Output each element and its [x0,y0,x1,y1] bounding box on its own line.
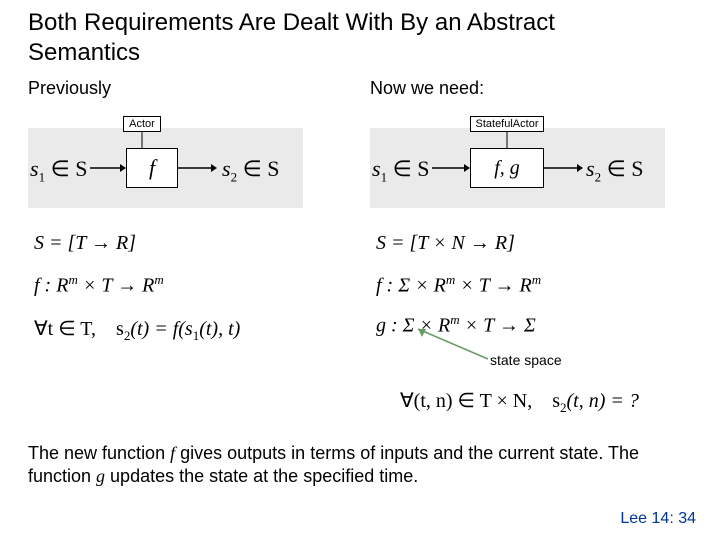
state-space-arrow [410,325,500,365]
eq-right-S: S = [T × N → R] [376,232,515,255]
eq-left-forall: ∀t ∈ T, s2(t) = f(s1(t), t) [34,316,240,344]
eq-left-f-sup1: m [68,272,77,287]
actor-box-left: f [126,148,178,188]
s2-set-right: ∈ S [601,156,643,181]
eq-right-S-text: S = [T × N → R] [376,232,515,254]
desc-3: updates the state at the specified time. [105,466,418,486]
eq-left-f: f : Rm × T → Rm [34,272,164,298]
desc-fn-g: g [96,466,105,486]
actor-label-right: StatefulActor [470,116,544,132]
label-now: Now we need: [370,78,484,99]
label-previously: Previously [28,78,111,99]
connector-right [506,131,508,149]
description: The new function f gives outputs in term… [28,442,688,489]
eq-right-f-1: f : Σ × R [376,275,446,297]
arrow-in-right [432,162,470,174]
eq-left-f-1: f : R [34,275,68,297]
eq-right-f-sup1: m [446,272,455,287]
eq-right-f: f : Σ × Rm × T → Rm [376,272,541,298]
eq-left-forall-mid: (t) = f(s [130,318,192,340]
s2-right: s2 ∈ S [586,156,643,185]
s2-left: s2 ∈ S [222,156,279,185]
eq-left-f-sup2: m [154,272,163,287]
diagram-right: StatefulActor f, g s1 ∈ S s2 ∈ S [370,128,665,208]
eq-right-forall: ∀(t, n) ∈ T × N, s2(t, n) = ? [400,388,639,416]
eq-left-forall-end: (t), t) [199,318,240,340]
s1-sym-right: s [372,156,381,181]
arrow-in-left [90,162,126,174]
eq-left-S: S = [T → R] [34,232,136,255]
eq-right-forall-2: (t, n) = ? [566,390,638,412]
slide-footer: Lee 14: 34 [620,510,696,528]
desc-1: The new function [28,443,170,463]
s2-set-left: ∈ S [237,156,279,181]
diagram-left: Actor f s1 ∈ S s2 ∈ S [28,128,303,208]
s1-sym-left: s [30,156,39,181]
eq-right-f-2: × T → R [455,275,531,297]
s1-set-right: ∈ S [387,156,429,181]
s1-set-left: ∈ S [45,156,87,181]
state-space-label: state space [490,352,562,368]
eq-left-S-text: S = [T → R] [34,232,136,254]
eq-right-forall-1: ∀(t, n) ∈ T × N, s [400,390,560,412]
s2-sym-left: s [222,156,231,181]
s1-right: s1 ∈ S [372,156,429,185]
connector-left [141,131,143,149]
arrow-out-left [177,162,217,174]
s1-left: s1 ∈ S [30,156,87,185]
s2-sym-right: s [586,156,595,181]
eq-left-f-2: × T → R [78,275,154,297]
slide-title: Both Requirements Are Dealt With By an A… [28,8,608,68]
actor-box-right: f, g [470,148,544,188]
eq-right-f-sup2: m [532,272,541,287]
actor-label-left: Actor [123,116,161,132]
arrow-out-right [543,162,583,174]
eq-left-forall-1: ∀t ∈ T, s [34,318,124,340]
